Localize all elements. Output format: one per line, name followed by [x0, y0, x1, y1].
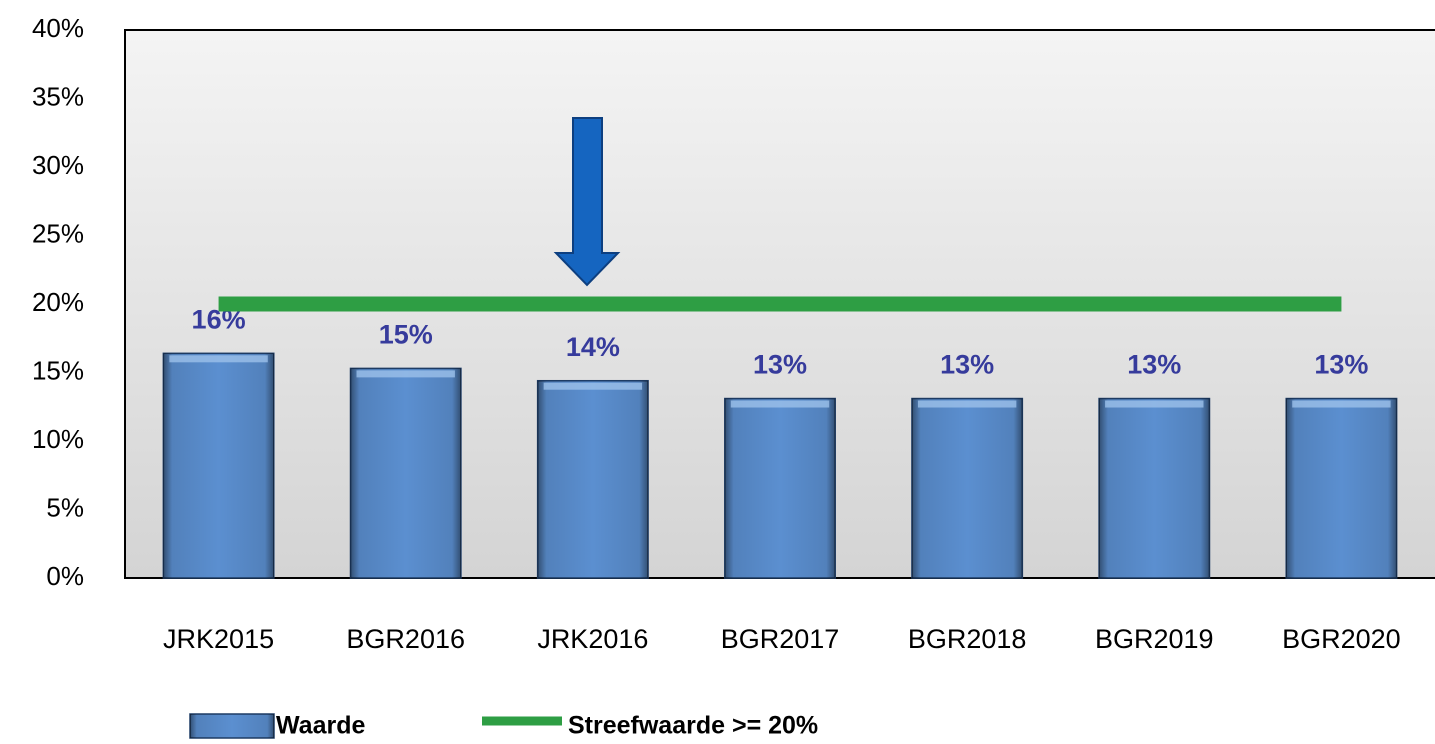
legend-label: Waarde — [276, 712, 365, 740]
bar-top — [917, 400, 1017, 408]
bar-shade — [350, 368, 461, 578]
bar-top — [730, 400, 830, 408]
y-tick-label: 25% — [32, 218, 84, 248]
bar-shade — [1286, 398, 1397, 578]
bar-top — [1292, 400, 1391, 408]
y-tick-label: 30% — [32, 150, 84, 180]
x-tick-label: BGR2016 — [346, 624, 465, 654]
legend-swatch-shade — [190, 714, 274, 738]
bar-shade — [1099, 398, 1210, 578]
legend-label: Streefwaarde >= 20% — [568, 712, 818, 740]
y-tick-label: 0% — [46, 561, 84, 591]
x-tick-label: JRK2016 — [537, 624, 648, 654]
data-label: 15% — [379, 320, 433, 350]
y-tick-label: 40% — [32, 13, 84, 43]
bar-shade — [537, 380, 649, 578]
x-tick-label: BGR2018 — [908, 624, 1027, 654]
bar-shade — [911, 398, 1023, 578]
data-label: 14% — [566, 332, 620, 362]
y-tick-label: 10% — [32, 424, 84, 454]
y-tick-label: 5% — [46, 492, 84, 522]
data-label: 13% — [1314, 350, 1368, 380]
data-label: 13% — [940, 350, 994, 380]
bar-shade — [163, 353, 274, 578]
arrow — [553, 117, 621, 287]
bar-top — [543, 382, 643, 390]
x-tick-label: JRK2015 — [163, 624, 274, 654]
x-tick-label: BGR2019 — [1095, 624, 1214, 654]
data-label: 13% — [1127, 350, 1181, 380]
x-tick-label: BGR2017 — [721, 624, 840, 654]
bar-top — [356, 370, 455, 378]
x-tick-label: BGR2020 — [1282, 624, 1401, 654]
bar-top — [1105, 400, 1204, 408]
bar-shade — [724, 398, 836, 578]
y-tick-label: 35% — [32, 81, 84, 111]
data-label: 13% — [753, 350, 807, 380]
y-tick-label: 15% — [32, 355, 84, 385]
y-tick-label: 20% — [32, 287, 84, 317]
bar-top — [169, 355, 268, 363]
